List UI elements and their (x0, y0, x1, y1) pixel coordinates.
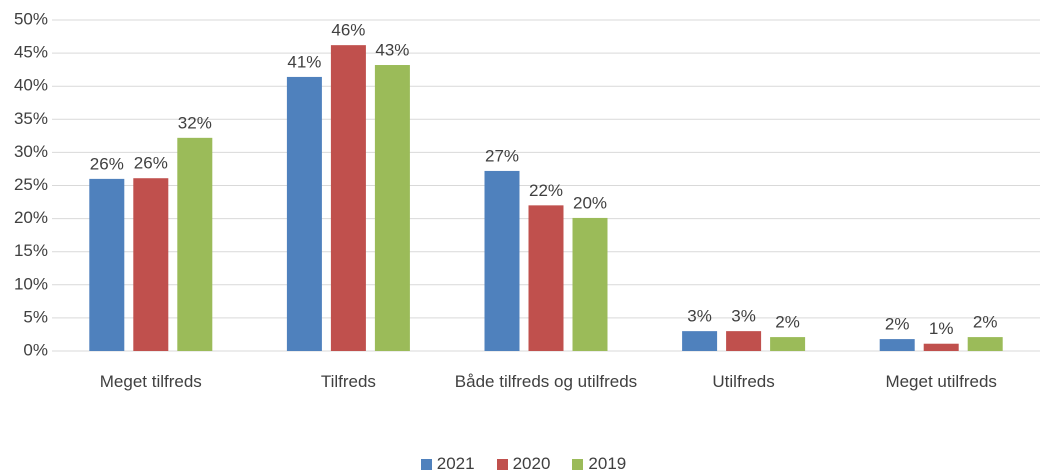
bar (528, 205, 564, 351)
y-tick-label: 15% (14, 241, 48, 260)
data-label: 20% (573, 193, 607, 212)
bar (572, 217, 608, 351)
bar (177, 137, 213, 351)
x-tick-label: Meget tilfreds (99, 372, 202, 391)
data-label: 41% (287, 52, 321, 71)
y-tick-label: 35% (14, 109, 48, 128)
y-tick-label: 20% (14, 208, 48, 227)
y-tick-label: 10% (14, 274, 48, 293)
data-label: 32% (178, 113, 212, 132)
bar (770, 337, 806, 351)
data-label: 3% (687, 307, 712, 326)
legend-swatch (420, 458, 432, 470)
y-tick-label: 45% (14, 43, 48, 62)
data-label: 43% (375, 41, 409, 60)
y-tick-label: 50% (14, 9, 48, 28)
data-label: 26% (90, 154, 124, 173)
y-tick-label: 0% (23, 340, 48, 359)
data-label: 22% (529, 181, 563, 200)
bar (726, 331, 762, 351)
data-label: 26% (134, 154, 168, 173)
bar (374, 65, 410, 352)
data-label: 3% (731, 307, 756, 326)
legend: 2021 2020 2019 (0, 454, 1047, 474)
x-tick-label: Utilfreds (712, 372, 775, 391)
y-tick-label: 25% (14, 175, 48, 194)
data-label: 2% (973, 313, 998, 332)
legend-label: 2019 (588, 454, 627, 473)
y-tick-label: 30% (14, 142, 48, 161)
x-tick-label: Meget utilfreds (885, 372, 997, 391)
data-label: 2% (885, 315, 910, 334)
legend-swatch (496, 458, 508, 470)
bar (879, 339, 915, 351)
legend-item: 2020 (496, 454, 551, 474)
bar (89, 178, 125, 351)
legend-item: 2021 (420, 454, 475, 474)
bar (923, 343, 959, 351)
data-label: 2% (775, 313, 800, 332)
bar (133, 178, 169, 351)
data-label: 46% (331, 21, 365, 40)
x-tick-label: Både tilfreds og utilfreds (454, 372, 638, 391)
data-label: 1% (929, 319, 954, 338)
legend-label: 2020 (512, 454, 551, 473)
bar (286, 76, 322, 351)
bar (484, 170, 520, 351)
legend-swatch (572, 458, 584, 470)
legend-label: 2021 (436, 454, 475, 473)
y-tick-label: 40% (14, 76, 48, 95)
y-tick-label: 5% (23, 307, 48, 326)
bar (330, 45, 366, 351)
data-label: 27% (485, 146, 519, 165)
bar (967, 337, 1003, 351)
legend-item: 2019 (572, 454, 626, 474)
x-tick-label: Tilfreds (320, 372, 376, 391)
bar (682, 331, 718, 351)
